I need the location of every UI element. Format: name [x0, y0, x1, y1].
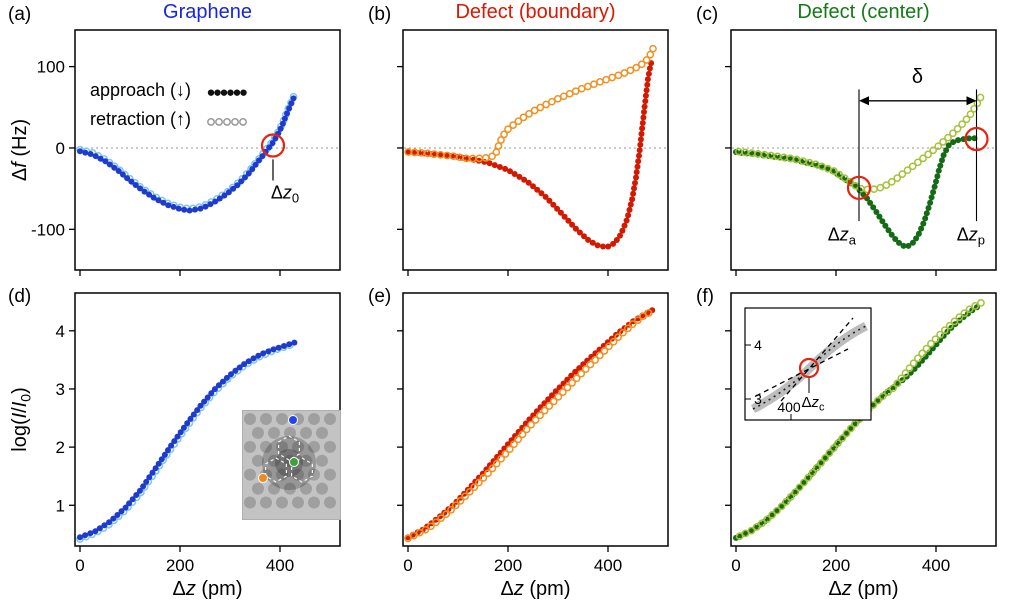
x-tick-label: 0: [75, 556, 84, 575]
y-tick-label: 0: [56, 139, 65, 158]
series-approach-a: [77, 95, 297, 214]
y-axis-label: log(I/I0): [9, 387, 33, 452]
panel-d: 0 200 400 1 2 3 4 log(I/I0) Δz (pm) (d): [8, 286, 341, 600]
panel-letter-e: (e): [368, 286, 391, 307]
x-tick-label: 200: [822, 556, 850, 575]
axes-b: [397, 29, 669, 276]
panel-letter-b: (b): [368, 4, 391, 25]
panel-b: (b): [368, 4, 669, 276]
x-tick-label: 400: [594, 556, 622, 575]
annotation-label: Δzp: [957, 225, 985, 248]
inset-label: Δzc: [801, 394, 825, 413]
x-axis-label: Δz (pm): [172, 578, 242, 600]
x-tick-label: 200: [494, 556, 522, 575]
inset-f: Δzc 4 3 400: [744, 307, 872, 421]
column-title-3: Defect (center): [797, 1, 929, 23]
y-tick-label: 1: [56, 496, 65, 515]
annotation-label: retraction (↑): [90, 109, 191, 129]
y-tick-label: 100: [37, 58, 65, 77]
series-retraction-f: [735, 299, 985, 541]
highlight-circle: [846, 175, 872, 200]
annotation-label: Δz0: [271, 182, 299, 205]
legend-markers: [207, 117, 247, 126]
panel-letter-a: (a): [8, 4, 31, 25]
column-title-2: Defect (boundary): [455, 1, 615, 23]
x-tick-label: 400: [922, 556, 950, 575]
delta-arrow: [859, 96, 977, 106]
annotation-label: Δza: [828, 225, 857, 248]
panel-letter-d: (d): [8, 286, 31, 307]
annotation-label: approach (↓): [90, 80, 191, 100]
axes-f: 0 200 400: [725, 292, 997, 575]
x-axis-label: Δz (pm): [500, 578, 570, 600]
axes-d: 0 200 400 1 2 3 4: [56, 292, 341, 575]
series-retraction-c: [734, 93, 985, 194]
highlight-circle: [964, 126, 989, 152]
panel-letter-f: (f): [696, 286, 714, 307]
panel-e: 0 200 400 Δz (pm) (e): [368, 286, 669, 600]
highlight-circle: [260, 133, 286, 158]
x-tick-label: 0: [731, 556, 740, 575]
series-retraction-b: [404, 44, 657, 163]
panel-c: δ Δza Δzp (c): [696, 4, 997, 276]
x-tick-label: 0: [403, 556, 412, 575]
panel-f: 0 200 400 Δz (pm) Δzc 4 3 400 (f): [696, 286, 997, 600]
axes-e: 0 200 400: [397, 292, 669, 575]
y-tick-label: 2: [56, 438, 65, 457]
inset-d: [242, 410, 341, 520]
panel-a: -100 0 100 Δf (Hz) Δz0 approach (↓) retraction…: [8, 4, 341, 276]
series-retraction-e: [404, 309, 653, 543]
annotation-label: δ: [912, 66, 923, 88]
inset-label: 400: [777, 399, 801, 415]
inset-label: 4: [754, 337, 762, 353]
x-tick-label: 200: [166, 556, 194, 575]
column-title-1: Graphene: [163, 1, 252, 23]
axes-a: -100 0 100: [31, 29, 341, 276]
y-axis-label: Δf (Hz): [9, 119, 31, 181]
y-tick-label: -100: [31, 220, 65, 239]
axes-c: [725, 29, 997, 276]
y-tick-label: 4: [56, 322, 65, 341]
inset-label: 3: [754, 391, 762, 407]
legend-markers: [207, 89, 247, 96]
panel-letter-c: (c): [696, 4, 718, 25]
x-axis-label: Δz (pm): [828, 578, 898, 600]
series-approach-d: [77, 339, 298, 541]
x-tick-label: 400: [266, 556, 294, 575]
y-tick-label: 3: [56, 380, 65, 399]
